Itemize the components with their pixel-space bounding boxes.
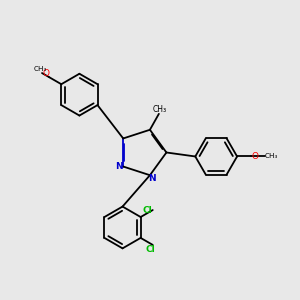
Text: CH₃: CH₃ bbox=[33, 66, 47, 72]
Text: Cl: Cl bbox=[146, 245, 156, 254]
Text: O: O bbox=[251, 152, 258, 161]
Text: CH₃: CH₃ bbox=[152, 105, 167, 114]
Text: Cl: Cl bbox=[143, 206, 153, 214]
Text: O: O bbox=[42, 69, 49, 78]
Text: N: N bbox=[148, 174, 156, 183]
Text: CH₃: CH₃ bbox=[264, 154, 278, 160]
Text: N: N bbox=[115, 162, 122, 171]
